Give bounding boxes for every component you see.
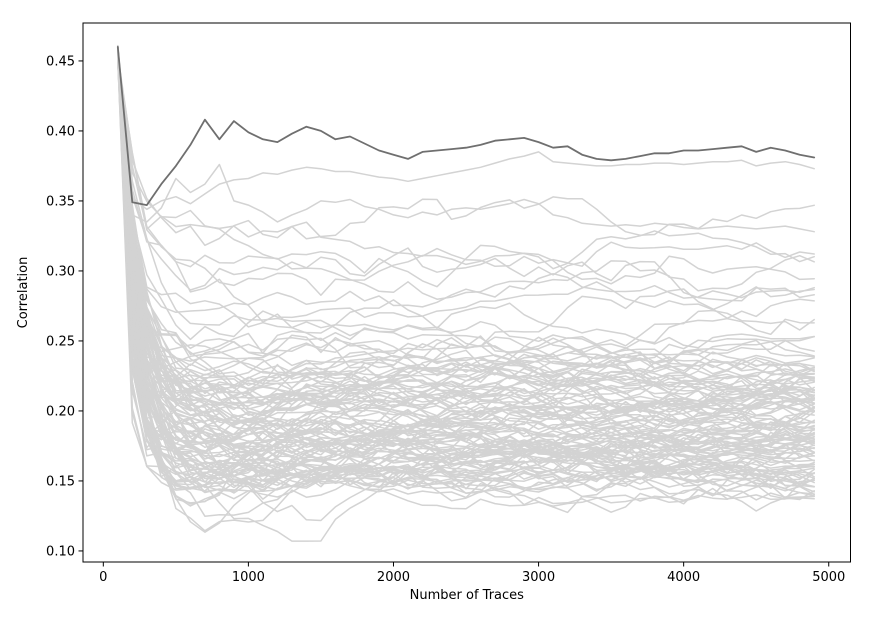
y-tick-label: 0.30 (46, 264, 75, 279)
mid-trace-line (117, 58, 815, 361)
background-trace-line (117, 50, 815, 391)
runner-up-trace-line (117, 48, 815, 211)
y-tick-label: 0.10 (46, 544, 75, 559)
mid-trace-line (117, 45, 815, 367)
x-tick-label: 3000 (522, 570, 555, 585)
x-tick-label: 1000 (232, 570, 265, 585)
highlighted-trace-line (116, 46, 816, 207)
background-trace-line (117, 61, 815, 422)
traces-layer (116, 44, 816, 542)
background-trace-line (117, 50, 815, 488)
background-trace-line (117, 60, 815, 393)
mid-trace-line (117, 47, 815, 302)
plot-border (82, 22, 851, 563)
x-axis-label: Number of Traces (410, 588, 525, 603)
axes-layer: 0 1000 2000 3000 4000 5000 0.10 0.15 0.20 0.25 0.3… (46, 22, 851, 585)
background-trace-line (117, 48, 815, 494)
background-trace-line (117, 52, 815, 458)
y-tick-label: 0.20 (46, 404, 75, 419)
background-trace-line (117, 52, 815, 489)
x-tick-label: 5000 (812, 570, 845, 585)
mid-trace-line (117, 54, 815, 268)
y-tick-label: 0.35 (46, 194, 75, 209)
background-trace-line (117, 51, 815, 446)
third-trace-line (117, 50, 815, 233)
mid-trace-line (117, 57, 815, 292)
x-tick-label: 0 (99, 570, 107, 585)
background-trace-line (117, 58, 815, 409)
background-trace-line (117, 52, 815, 455)
mid-trace-line (117, 55, 815, 314)
background-trace-line (117, 57, 815, 463)
background-trace-line (117, 57, 815, 377)
background-trace-line (117, 56, 815, 442)
background-trace-line (117, 60, 815, 395)
background-trace-line (117, 50, 815, 407)
mid-trace-line (117, 55, 815, 393)
mid-trace-line (117, 48, 815, 341)
y-tick-label: 0.25 (46, 334, 75, 349)
background-trace-line (117, 56, 815, 502)
mid-trace-line (117, 60, 815, 247)
y-axis-label: Correlation (16, 257, 31, 329)
x-tick-label: 2000 (377, 570, 410, 585)
background-trace-line (117, 52, 815, 459)
mid-trace-line (117, 56, 815, 348)
background-trace-line (117, 57, 815, 498)
background-trace-line (117, 56, 815, 440)
background-trace-line (117, 56, 815, 390)
y-tick-label: 0.40 (46, 124, 75, 139)
background-trace-line (117, 51, 815, 395)
background-trace-line (117, 59, 815, 398)
mid-trace-line (117, 58, 815, 288)
background-trace-line (117, 51, 815, 487)
background-trace-line (117, 48, 815, 484)
background-trace-line (117, 61, 815, 504)
y-tick-label: 0.45 (46, 54, 75, 69)
background-trace-line (117, 47, 815, 532)
mid-trace-line (117, 52, 815, 344)
y-tick-label: 0.15 (46, 474, 75, 489)
background-trace-line (117, 61, 815, 405)
mid-trace-line (117, 54, 815, 296)
background-trace-line (117, 45, 815, 501)
background-trace-line (117, 50, 815, 483)
background-trace-line (117, 50, 815, 426)
x-tick-label: 4000 (667, 570, 700, 585)
background-trace-line (117, 49, 815, 446)
